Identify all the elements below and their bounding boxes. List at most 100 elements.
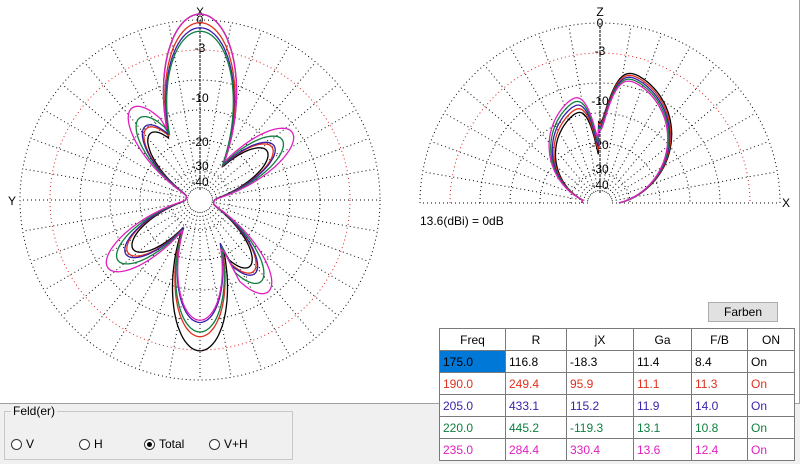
azimuth-grid-ring [169,169,231,231]
azimuth-grid-spoke [207,208,317,339]
azimuth-axis-x-label: X [196,5,204,19]
azimuth-ring-label: -20 [191,135,209,149]
azimuth-pattern-curve-5 [105,13,295,321]
azimuth-grid-spoke [210,109,357,195]
radio-h-indicator[interactable] [79,438,90,450]
azimuth-ring-label: -30 [191,159,209,173]
table-row[interactable]: 205.0 433.1 115.2 11.9 14.0 On [439,394,795,417]
azimuth-grid-spoke [61,207,192,317]
elevation-grid-spoke [509,46,595,193]
table-cell-fb[interactable]: 11.3 [691,372,748,395]
elevation-grid-spoke [608,86,739,196]
radio-v-plus-h-label: V+H [224,437,248,451]
table-cell-freq[interactable]: 190.0 [439,372,506,395]
azimuth-grid-spoke [22,201,189,232]
elevation-grid-spoke [422,171,589,202]
azimuth-grid-spoke [205,210,291,357]
azimuth-ring-label: -3 [195,41,206,55]
azimuth-grid-spoke [211,203,370,263]
table-cell-freq[interactable]: 205.0 [439,394,506,417]
azimuth-grid-spoke [201,211,232,378]
table-cell-freq[interactable]: 235.0 [439,438,506,461]
azimuth-grid-spoke [208,83,339,193]
table-cell-ga[interactable]: 13.1 [633,416,692,439]
table-cell-jx[interactable]: 115.2 [566,394,634,417]
table-cell-ga[interactable]: 11.1 [633,372,692,395]
pattern-plots: 0 -3 -10 -20 -30 -40 X Y 0 -3 -10 -20 -30 -40 Z X [8,5,790,381]
table-cell-r[interactable]: 116.8 [505,350,567,373]
table-header-row: Freq R jX Ga F/B ON [439,328,795,351]
elevation-pattern-curve-5 [548,80,669,204]
radio-total-label: Total [159,437,185,451]
elevation-ring-label: -40 [591,178,609,192]
table-cell-fb[interactable]: 14.0 [691,394,748,417]
table-cell-on[interactable]: On [747,372,795,395]
radio-v-label: V [26,437,35,451]
elevation-grid-spoke [443,112,590,198]
azimuth-grid-ring [49,49,351,351]
azimuth-axis-y-label: Y [8,194,16,208]
table-cell-ga[interactable]: 11.4 [633,350,692,373]
table-cell-freq[interactable]: 175.0 [439,350,506,373]
table-cell-fb[interactable]: 8.4 [691,350,748,373]
azimuth-grid-ring [109,109,291,291]
azimuth-grid-spoke [168,211,199,378]
elevation-grid-ring [539,142,661,204]
pattern-canvas: 0 -3 -10 -20 -30 -40 X Y 0 -3 -10 -20 -30 -40 Z X 13.6(… [0,0,800,404]
table-row[interactable]: 175.0 116.8 -18.3 11.4 8.4 On [439,350,795,373]
radio-h[interactable]: H [79,437,103,451]
header-jx[interactable]: jX [566,328,634,351]
radio-total-indicator[interactable] [144,438,155,450]
azimuth-grid-spoke [211,168,378,199]
azimuth-grid-spoke [201,22,232,189]
radio-v-plus-h-indicator[interactable] [209,438,220,450]
table-cell-on[interactable]: On [747,438,795,461]
table-cell-freq[interactable]: 220.0 [439,416,506,439]
elevation-grid-spoke [603,33,663,192]
elevation-grid-ring [509,112,691,204]
table-cell-r[interactable]: 433.1 [505,394,567,417]
azimuth-ring-label: 0 [197,13,204,27]
elevation-grid-spoke [537,33,597,192]
azimuth-grid-spoke [43,205,190,291]
azimuth-grid-spoke [211,201,378,232]
table-cell-on[interactable]: On [747,350,795,373]
elevation-axis-z-label: Z [596,5,603,19]
table-cell-fb[interactable]: 12.4 [691,438,748,461]
elevation-ring-label: 0 [597,16,604,30]
table-cell-ga[interactable]: 11.9 [633,394,692,417]
header-r[interactable]: R [505,328,567,351]
table-cell-jx[interactable]: -18.3 [566,350,634,373]
table-cell-jx[interactable]: 95.9 [566,372,634,395]
radio-total[interactable]: Total [144,437,184,451]
table-cell-r[interactable]: 445.2 [505,416,567,439]
azimuth-grid-spoke [61,83,192,193]
azimuth-grid-spoke [168,22,199,189]
table-row[interactable]: 220.0 445.2 -119.3 13.1 10.8 On [439,416,795,439]
table-cell-r[interactable]: 284.4 [505,438,567,461]
radio-v[interactable]: V [11,437,34,451]
field-selection-group: Feld(er) V H Total V+H [4,404,293,460]
table-cell-jx[interactable]: 330.4 [566,438,634,461]
table-cell-fb[interactable]: 10.8 [691,416,748,439]
elevation-grid-spoke [607,64,717,195]
azimuth-grid-spoke [211,137,370,197]
table-cell-ga[interactable]: 13.6 [633,438,692,461]
elevation-axis-x-label: X [782,196,790,210]
table-row[interactable]: 190.0 249.4 95.9 11.1 11.3 On [439,372,795,395]
header-fb[interactable]: F/B [691,328,748,351]
radio-v-indicator[interactable] [11,438,22,450]
azimuth-grid-spoke [109,43,195,190]
azimuth-grid-spoke [30,203,189,263]
radio-v-plus-h[interactable]: V+H [209,437,248,451]
header-ga[interactable]: Ga [633,328,692,351]
header-on[interactable]: ON [747,328,795,351]
table-cell-r[interactable]: 249.4 [505,372,567,395]
header-freq[interactable]: Freq [439,328,506,351]
table-cell-on[interactable]: On [747,394,795,417]
elevation-grid-spoke [611,171,778,202]
table-row[interactable]: 235.0 284.4 330.4 13.6 12.4 On [439,438,795,461]
table-cell-on[interactable]: On [747,416,795,439]
table-cell-jx[interactable]: -119.3 [566,416,634,439]
farben-button[interactable]: Farben [708,302,778,322]
